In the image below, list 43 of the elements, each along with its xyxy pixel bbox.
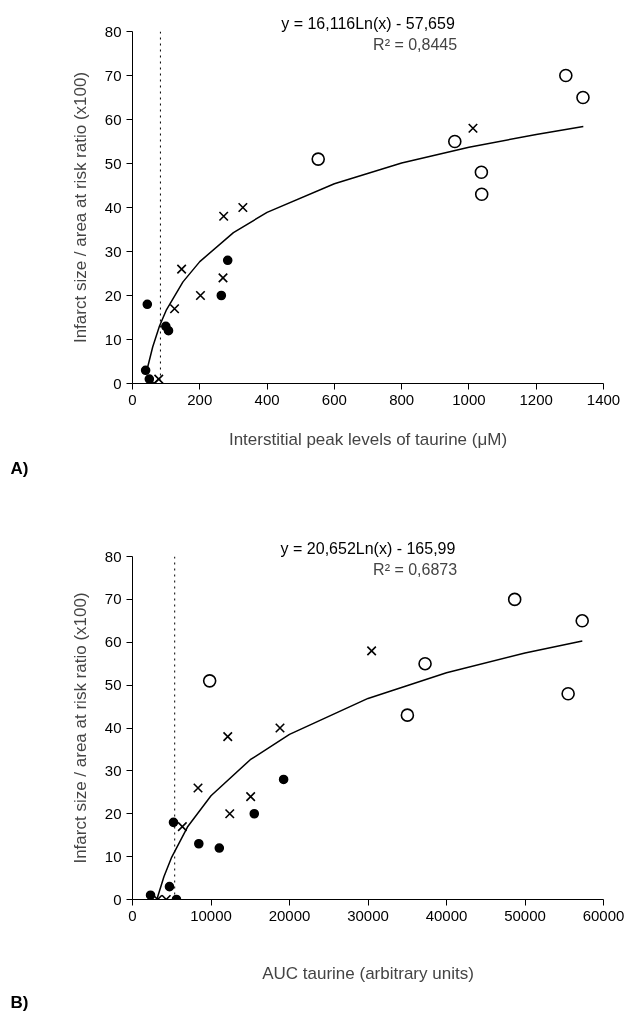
- x-tick-label: 60000: [582, 906, 625, 924]
- y-tick-label: 80: [104, 22, 122, 40]
- y-tick-label: 30: [104, 242, 122, 260]
- text: A): [10, 458, 29, 478]
- x-tick-label: 1000: [452, 390, 486, 408]
- y-tick-label: 60: [104, 633, 122, 651]
- y-tick-label: 50: [104, 154, 122, 172]
- text: y = 20,652Ln(x) - 165,99: [280, 539, 456, 557]
- x-tick-label: 0: [128, 390, 137, 408]
- x-tick-label: 30000: [347, 906, 389, 924]
- annotation: y = 16,116Ln(x) - 57,659: [281, 14, 455, 32]
- y-tick-label: 40: [104, 198, 122, 216]
- y-tick-label: 50: [104, 676, 122, 694]
- x-axis-title: AUC taurine (arbitrary units): [262, 963, 474, 983]
- y-tick-label: 30: [104, 761, 122, 779]
- y-tick-label: 20: [104, 286, 122, 304]
- y-tick-label: 10: [104, 847, 122, 865]
- x-tick-label: 50000: [504, 906, 546, 924]
- x-tick-label: 10000: [190, 906, 232, 924]
- x-axis-title: Interstitial peak levels of taurine (μM): [228, 429, 508, 449]
- x-tick-label: 1200: [519, 390, 553, 408]
- y-tick-label: 10: [104, 330, 122, 348]
- x-tick-label: 40000: [425, 906, 468, 924]
- annotation: R² = 0,6873: [373, 561, 458, 578]
- y-tick-label: 20: [104, 804, 122, 822]
- x-tick-label: 200: [187, 390, 213, 408]
- y-tick-label: 70: [104, 590, 122, 608]
- y-tick-label: 0: [113, 890, 122, 908]
- y-axis-title: Infarct size / area at risk ratio (x100): [70, 592, 90, 864]
- annotation: R² = 0,8445: [373, 36, 458, 53]
- x-tick-label: 20000: [268, 906, 311, 924]
- x-tick-label: 600: [321, 390, 347, 408]
- y-tick-label: 60: [104, 110, 122, 128]
- y-axis-title: Infarct size / area at risk ratio (x100): [70, 71, 90, 344]
- x-tick-label: 0: [128, 906, 137, 924]
- y-tick-label: 0: [113, 374, 122, 392]
- y-tick-label: 80: [104, 547, 122, 565]
- x-tick-label: 1400: [586, 390, 621, 408]
- text: B): [10, 992, 29, 1012]
- x-tick-label: 400: [254, 390, 280, 408]
- y-tick-label: 70: [104, 66, 122, 84]
- x-tick-label: 800: [389, 390, 415, 408]
- y-tick-label: 40: [104, 719, 122, 736]
